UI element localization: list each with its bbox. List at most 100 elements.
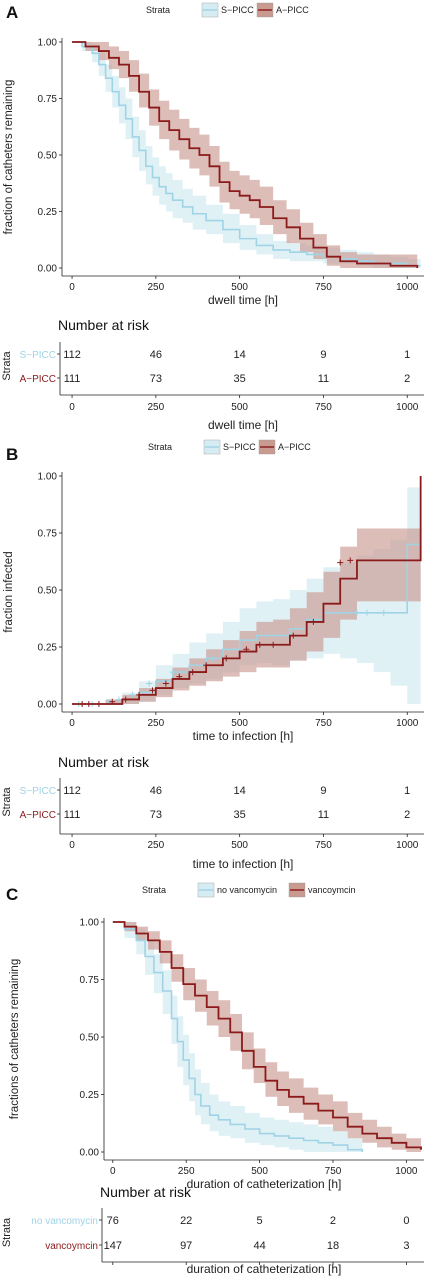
risk-x-tick-label: 750 [315,840,332,851]
risk-count: 1 [404,785,410,797]
censor-mark-0 [129,691,136,698]
censor-mark-0 [169,669,176,676]
x-tick-label: 0 [69,282,75,293]
censor-mark-1 [337,559,344,566]
survival-curve-1 [72,41,419,268]
risk-count: 18 [327,1240,339,1252]
risk-x-tick-label: 1000 [396,402,419,413]
censor-mark-0 [380,609,387,616]
risk-strata-label: Strata [1,1217,13,1247]
censor-mark-1 [347,557,354,564]
risk-x-tick-label: 250 [148,402,165,413]
censor-mark-0 [115,696,122,703]
censor-mark-1 [122,696,129,703]
panel-letter: C [6,885,18,904]
risk-count: 76 [107,1215,119,1227]
censor-mark-1 [85,701,92,707]
y-tick-label: 0.00 [38,700,58,711]
legend-label-1: vancoymcin [308,885,356,895]
censor-mark-1 [109,698,116,705]
x-tick-label: 500 [231,718,248,729]
risk-count: 5 [257,1215,263,1227]
x-tick-label: 750 [315,282,332,293]
risk-row-label: no vancomycin [31,1216,98,1227]
x-tick-label: 0 [110,1166,116,1177]
risk-x-tick-label: 0 [69,840,75,851]
risk-x-tick-label: 1000 [396,840,419,851]
x-axis-title: dwell time [h] [208,293,278,307]
risk-count: 3 [403,1240,409,1252]
survival-curve-0 [112,921,364,1152]
y-tick-label: 0.00 [38,264,58,275]
survival-curve-1 [72,476,422,705]
legend-title: Strata [146,5,170,15]
risk-count: 112 [63,349,81,361]
censor-mark-1 [256,641,263,648]
censor-mark-1 [136,691,143,698]
risk-row-label: vancoymcin [45,1241,98,1252]
legend: Strata no vancomycin vancoymcin [142,882,356,898]
risk-count: 111 [64,809,81,821]
x-tick-label: 250 [148,718,165,729]
x-tick-label: 1000 [396,282,419,293]
risk-count: 35 [234,373,246,385]
censor-mark-1 [149,687,156,694]
risk-count: 44 [253,1240,265,1252]
risk-count: 97 [180,1240,192,1252]
risk-table-title: Number at risk [58,317,150,333]
risk-table-title: Number at risk [100,1184,192,1200]
risk-count: 9 [320,349,326,361]
y-tick-label: 1.00 [38,472,58,483]
censor-mark-1 [189,669,196,676]
risk-count: 46 [150,349,162,361]
legend-label-0: no vancomycin [217,885,277,895]
survival-curve-0 [72,543,421,705]
risk-x-tick-label: 0 [69,402,75,413]
confidence-band-1 [72,476,421,704]
y-tick-label: 0.25 [38,643,58,654]
legend-title: Strata [148,442,172,452]
legend-title: Strata [142,885,166,895]
censor-mark-1 [290,632,297,639]
censor-mark-0 [209,655,216,662]
y-tick-label: 0.75 [38,529,58,540]
y-tick-label: 0.25 [80,1090,100,1101]
legend-label-0: S−PICC [223,442,256,452]
risk-x-axis-title: duration of catheterization [h] [187,1262,342,1276]
x-tick-label: 750 [315,718,332,729]
x-tick-label: 0 [69,718,75,729]
risk-row-label: S−PICC [20,786,56,797]
risk-count: 11 [318,809,329,821]
censor-mark-1 [79,701,86,707]
risk-count: 35 [234,809,246,821]
confidence-band-0 [72,42,421,268]
y-tick-label: 0.75 [80,975,100,986]
confidence-band-0 [72,487,421,704]
censor-mark-0 [364,609,371,616]
censor-mark-1 [243,646,250,653]
censor-mark-1 [162,680,169,687]
y-axis-title: fractions of catheters remaining [9,959,21,1119]
y-tick-label: 1.00 [38,38,58,49]
legend: Strata S−PICC A−PICC [148,439,311,455]
censor-mark-0 [353,609,360,616]
y-axis-title: fraction infected [3,551,15,632]
risk-count: 73 [150,809,162,821]
x-tick-label: 250 [178,1166,195,1177]
censor-mark-1 [95,701,102,707]
risk-x-axis-title: dwell time [h] [208,418,278,432]
risk-count: 2 [404,809,410,821]
censor-mark-1 [310,618,317,625]
panel-c: C Strata no vancomycin vancoymcin 0.00 0.25 0.… [1,882,424,1276]
risk-x-tick-label: 500 [231,402,248,413]
confidence-band-0 [112,922,363,1152]
risk-x-tick-label: 750 [315,402,332,413]
risk-count: 112 [63,785,81,797]
risk-count: 147 [104,1240,122,1252]
risk-x-tick-label: 250 [148,840,165,851]
risk-strata-label: Strata [1,350,13,380]
x-tick-label: 500 [251,1166,268,1177]
confidence-band-1 [112,922,422,1152]
panel-b: B Strata S−PICC A−PICC 0.00 0.25 0.50 0.75 1.00 0… [1,439,424,871]
